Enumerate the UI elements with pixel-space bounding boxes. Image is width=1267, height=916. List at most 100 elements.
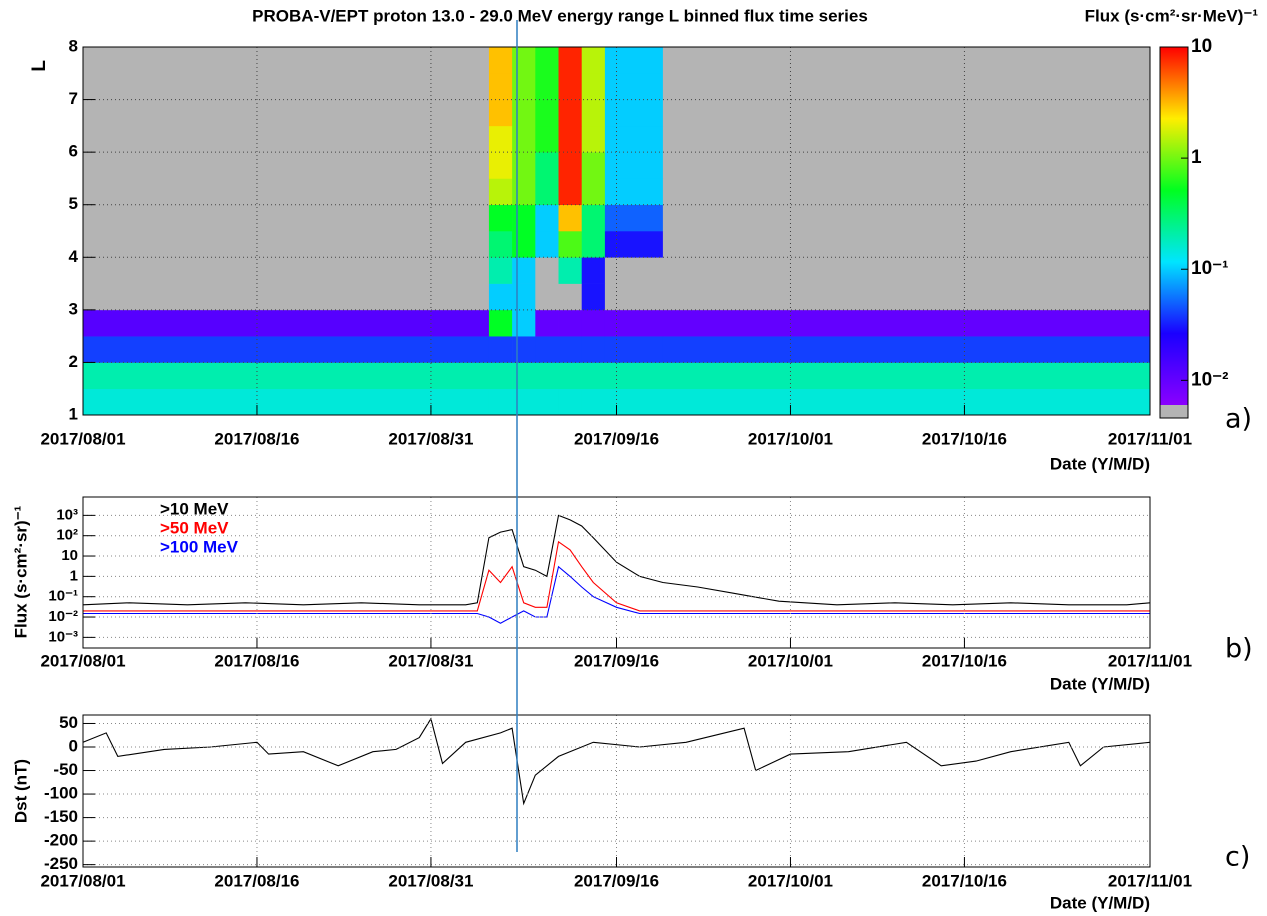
heatmap-cell <box>558 283 583 311</box>
y-tick-label: 3 <box>69 299 78 318</box>
heatmap-cell <box>662 125 791 153</box>
heatmap-cell <box>662 257 791 284</box>
heatmap-cell <box>512 257 536 284</box>
heatmap-cell <box>662 309 791 337</box>
heatmap-cell <box>662 178 791 206</box>
heatmap-cell <box>83 336 258 363</box>
heatmap-cell <box>662 336 791 363</box>
heatmap-cell <box>535 336 559 363</box>
heatmap-cell <box>512 178 536 206</box>
y-axis-title: Dst (nT) <box>11 759 30 823</box>
heatmap-cell <box>964 47 1151 74</box>
heatmap-cell <box>604 152 664 179</box>
heatmap-cell <box>581 125 606 153</box>
heatmap-cell <box>430 47 490 74</box>
heatmap-cell <box>488 73 513 100</box>
heatmap-cell <box>535 204 559 232</box>
heatmap-cell <box>256 99 432 127</box>
heatmap-cell <box>256 309 432 337</box>
y-tick-label: 10⁻² <box>48 608 78 625</box>
heatmap-cell <box>662 204 791 232</box>
x-tick-label: 2017/08/16 <box>214 429 299 448</box>
colorbar-title: Flux (s·cm²·sr·MeV)⁻¹ <box>1085 6 1259 25</box>
heatmap-cell <box>964 231 1151 258</box>
colorbar-tick-label: 1 <box>1191 147 1202 168</box>
heatmap-cell <box>535 47 559 74</box>
heatmap-cell <box>604 47 664 74</box>
heatmap-cell <box>512 362 536 390</box>
heatmap-cell <box>430 152 490 179</box>
heatmap-cell <box>83 178 258 206</box>
y-tick-label: 1 <box>70 567 78 584</box>
heatmap-cell <box>535 257 559 284</box>
heatmap-cell <box>581 99 606 127</box>
heatmap-cell <box>604 309 664 337</box>
heatmap-cell <box>256 336 432 363</box>
heatmap-cell <box>662 47 791 74</box>
series-line <box>83 540 1150 612</box>
x-tick-label: 2017/09/16 <box>574 651 659 670</box>
heatmap-cell <box>604 99 664 127</box>
heatmap-cell <box>604 204 664 232</box>
heatmap-cell <box>964 336 1151 363</box>
x-tick-label: 2017/09/16 <box>574 871 659 890</box>
heatmap-cell <box>512 283 536 311</box>
heatmap-cell <box>581 283 606 311</box>
heatmap-cell <box>430 73 490 100</box>
y-tick-label: -200 <box>44 831 78 850</box>
y-tick-label: -150 <box>44 807 78 826</box>
y-tick-label: 50 <box>59 713 78 732</box>
heatmap-cell <box>558 309 583 337</box>
x-axis-title: Date (Y/M/D) <box>1050 674 1150 693</box>
heatmap-cell <box>512 336 536 363</box>
heatmap-cell <box>256 388 432 416</box>
heatmap-cell <box>512 47 536 74</box>
heatmap-cell <box>535 231 559 258</box>
heatmap-cell <box>604 125 664 153</box>
x-tick-label: 2017/08/16 <box>214 651 299 670</box>
heatmap-cell <box>535 283 559 311</box>
heatmap-cell <box>581 309 606 337</box>
plot-frame <box>82 46 1151 416</box>
heatmap-cell <box>964 257 1151 284</box>
y-tick-label: 4 <box>69 247 79 266</box>
heatmap-cell <box>256 47 432 74</box>
heatmap-cell <box>256 257 432 284</box>
heatmap-cell <box>604 231 664 258</box>
heatmap-cell <box>83 388 258 416</box>
heatmap-cell <box>430 204 490 232</box>
heatmap-cell <box>790 309 965 337</box>
y-axis-title: Flux (s·cm²·sr)⁻¹ <box>11 505 30 638</box>
x-axis-title: Date (Y/M/D) <box>1050 893 1150 912</box>
y-tick-label: -250 <box>44 854 78 873</box>
x-axis-title: Date (Y/M/D) <box>1050 454 1150 473</box>
heatmap-cell <box>488 231 513 258</box>
x-tick-label: 2017/08/31 <box>388 871 473 890</box>
heatmap-cell <box>488 178 513 206</box>
heatmap-cell <box>558 73 583 100</box>
heatmap-cell <box>83 125 258 153</box>
legend-entry: >10 MeV <box>160 499 229 518</box>
y-tick-label: 0 <box>69 736 78 755</box>
heatmap-cell <box>662 388 791 416</box>
heatmap-cell <box>488 152 513 179</box>
heatmap-cell <box>83 283 258 311</box>
x-tick-label: 2017/08/01 <box>40 871 125 890</box>
x-tick-label: 2017/10/01 <box>748 871 833 890</box>
y-tick-label: -100 <box>44 784 78 803</box>
heatmap-cell <box>790 73 965 100</box>
heatmap-cell <box>581 178 606 206</box>
heatmap-cell <box>558 152 583 179</box>
heatmap-cell <box>256 178 432 206</box>
y-axis-title: L <box>29 60 50 72</box>
heatmap-cell <box>558 257 583 284</box>
heatmap-cell <box>662 152 791 179</box>
heatmap-cell <box>430 99 490 127</box>
heatmap-cell <box>535 152 559 179</box>
heatmap-cell <box>535 178 559 206</box>
plot-frame <box>82 496 1151 649</box>
heatmap-cell <box>256 152 432 179</box>
heatmap-cell <box>430 178 490 206</box>
heatmap-cell <box>256 73 432 100</box>
legend-entry: >100 MeV <box>160 537 239 556</box>
